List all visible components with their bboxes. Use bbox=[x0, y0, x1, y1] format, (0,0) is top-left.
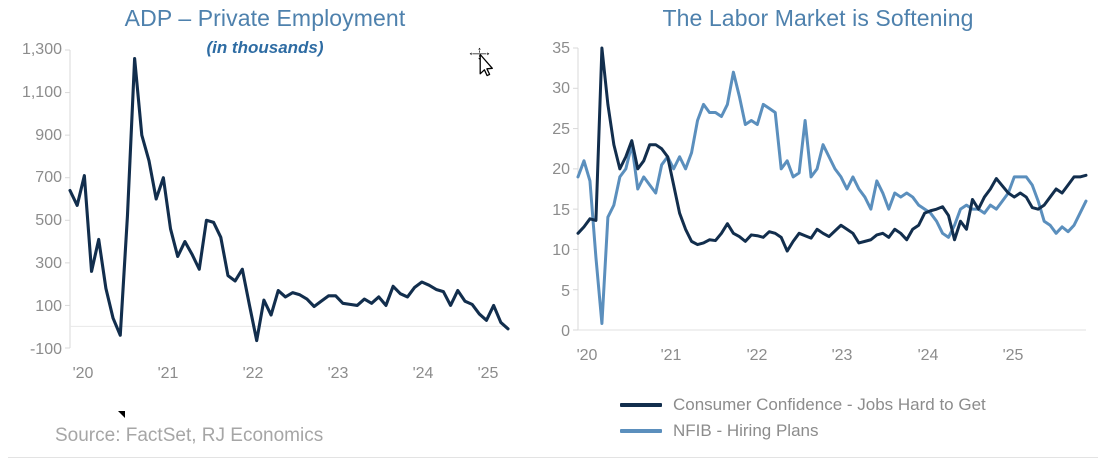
right-y-tick-marks bbox=[573, 47, 578, 331]
left-x-tick-22: '22 bbox=[242, 365, 264, 382]
mouse-cursor-move-icon bbox=[468, 46, 502, 82]
left-y-tick-100: 100 bbox=[35, 298, 62, 315]
right-series-nfib-hiring-plans bbox=[576, 70, 1088, 326]
legend-item-consumer-confidence[interactable]: Consumer Confidence - Jobs Hard to Get bbox=[620, 392, 986, 418]
left-chart-panel[interactable]: ADP – Private Employment (in thousands) … bbox=[0, 0, 530, 467]
left-x-tick-20: '20 bbox=[72, 365, 94, 382]
right-series-consumer-confidence bbox=[576, 46, 1088, 253]
legend-swatch-consumer-confidence bbox=[620, 403, 662, 407]
right-y-tick-35: 35 bbox=[552, 40, 570, 57]
right-y-tick-0: 0 bbox=[561, 323, 570, 340]
right-chart-panel[interactable]: The Labor Market is Softening 35 30 25 2… bbox=[530, 0, 1106, 467]
left-y-tick-1300: 1,300 bbox=[21, 41, 62, 58]
left-y-tick-300: 300 bbox=[35, 255, 62, 272]
right-y-tick-20: 20 bbox=[552, 161, 570, 178]
right-x-tick-22: '22 bbox=[746, 347, 768, 364]
right-x-tick-24: '24 bbox=[917, 347, 939, 364]
right-chart-title: The Labor Market is Softening bbox=[662, 5, 974, 31]
left-chart-title: ADP – Private Employment bbox=[124, 5, 406, 31]
selection-handle-icon[interactable] bbox=[118, 411, 125, 418]
left-y-tick-500: 500 bbox=[35, 212, 62, 229]
source-note: Source: FactSet, RJ Economics bbox=[55, 425, 324, 446]
right-y-tick-5: 5 bbox=[561, 283, 570, 300]
right-chart-svg bbox=[573, 46, 1088, 331]
left-series-adp-private-employment bbox=[68, 56, 510, 343]
legend-label-nfib: NFIB - Hiring Plans bbox=[673, 421, 819, 440]
left-chart-svg bbox=[65, 49, 510, 349]
right-x-tick-20: '20 bbox=[576, 347, 598, 364]
left-y-tick-marks bbox=[65, 49, 70, 349]
right-y-tick-15: 15 bbox=[552, 202, 570, 219]
right-y-tick-25: 25 bbox=[552, 121, 570, 138]
left-x-tick-25: '25 bbox=[477, 365, 499, 382]
right-y-tick-30: 30 bbox=[552, 80, 570, 97]
left-x-tick-23: '23 bbox=[327, 365, 349, 382]
footer-divider bbox=[8, 457, 1098, 458]
left-y-tick-700: 700 bbox=[35, 169, 62, 186]
left-x-tick-24: '24 bbox=[412, 365, 434, 382]
right-x-tick-21: '21 bbox=[660, 347, 682, 364]
right-x-tick-25: '25 bbox=[1002, 347, 1024, 364]
left-chart-plot-area[interactable] bbox=[65, 49, 510, 349]
left-x-tick-21: '21 bbox=[157, 365, 179, 382]
right-chart-plot-area[interactable] bbox=[573, 46, 1088, 331]
left-y-tick--100: -100 bbox=[29, 341, 62, 358]
legend-label-consumer-confidence: Consumer Confidence - Jobs Hard to Get bbox=[673, 395, 986, 414]
left-y-tick-900: 900 bbox=[35, 127, 62, 144]
right-chart-legend: Consumer Confidence - Jobs Hard to Get N… bbox=[620, 392, 986, 444]
legend-item-nfib[interactable]: NFIB - Hiring Plans bbox=[620, 418, 986, 444]
right-y-tick-10: 10 bbox=[552, 242, 570, 259]
left-y-tick-1100: 1,100 bbox=[21, 84, 62, 101]
right-x-tick-23: '23 bbox=[831, 347, 853, 364]
left-chart-subtitle: (in thousands) bbox=[206, 38, 324, 57]
legend-swatch-nfib bbox=[620, 429, 662, 433]
